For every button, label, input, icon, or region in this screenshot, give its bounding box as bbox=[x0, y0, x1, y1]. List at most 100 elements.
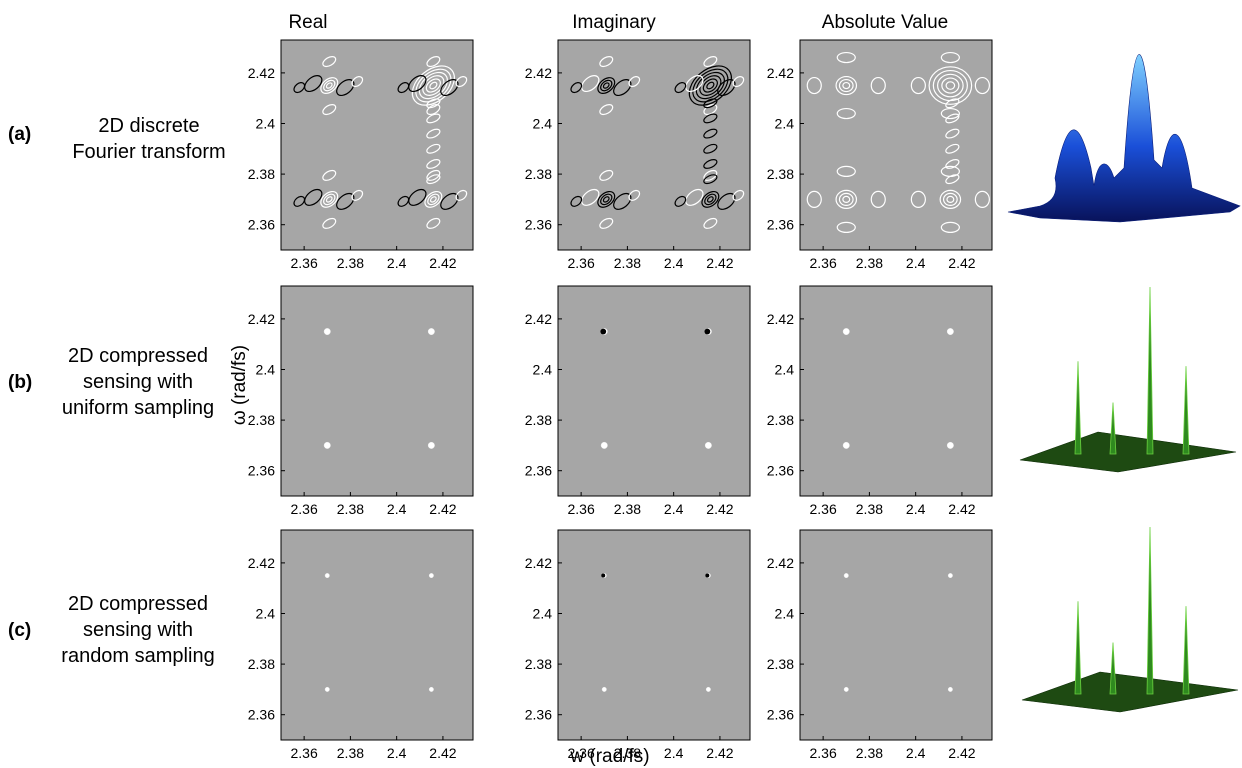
x-tick-label: 2.42 bbox=[706, 501, 733, 517]
side-lobe-contour bbox=[940, 107, 960, 120]
y-tick-label: 2.38 bbox=[767, 656, 794, 672]
x-tick-label: 2.38 bbox=[614, 501, 641, 517]
surface-spike bbox=[1109, 642, 1117, 695]
peak-spot bbox=[324, 573, 330, 578]
panel-b-real: 2.36 2.38 2.4 2.42 2.42 2.4 2.38 2.36 bbox=[248, 285, 474, 517]
streak-contour bbox=[426, 128, 441, 139]
y-tick-label: 2.4 bbox=[775, 605, 795, 621]
contour-ring bbox=[695, 71, 725, 100]
lobe-contour bbox=[351, 189, 364, 201]
y-tick-label: 2.42 bbox=[248, 65, 275, 81]
x-tick-label: 2.36 bbox=[291, 255, 318, 271]
column-title-imaginary: Imaginary bbox=[572, 12, 656, 33]
peak-spot bbox=[427, 441, 435, 449]
side-lobe-contour bbox=[870, 76, 886, 95]
contour-ring bbox=[602, 196, 610, 203]
contour-panels: 2.36 2.38 2.4 2.42 2.42 2.4 2.38 2.36 2.36 2.38 2.… bbox=[248, 39, 993, 761]
contour-ring bbox=[842, 195, 851, 203]
y-tick-label: 2.42 bbox=[767, 555, 794, 571]
y-tick-label: 2.36 bbox=[525, 707, 552, 723]
x-tick-label: 2.36 bbox=[810, 255, 837, 271]
peak-spot bbox=[704, 441, 712, 449]
y-tick-label: 2.42 bbox=[248, 555, 275, 571]
plot-area bbox=[557, 39, 751, 251]
x-tick-label: 2.4 bbox=[387, 745, 407, 761]
side-lobe-contour bbox=[836, 107, 856, 120]
streak-contour bbox=[945, 113, 960, 124]
x-tick-label: 2.42 bbox=[706, 255, 733, 271]
contour-ring bbox=[701, 190, 720, 208]
peak-spot bbox=[428, 573, 434, 578]
streak-contour bbox=[426, 174, 441, 185]
x-tick-label: 2.4 bbox=[387, 255, 407, 271]
side-lobe-contour bbox=[940, 51, 960, 64]
y-tick-label: 2.36 bbox=[525, 217, 552, 233]
peak-spot bbox=[705, 686, 711, 692]
peak-spot-negative bbox=[600, 328, 607, 335]
contour-ring bbox=[699, 75, 722, 96]
surface-base bbox=[1021, 671, 1239, 713]
lobe-contour bbox=[304, 188, 323, 206]
streak-contour bbox=[703, 113, 718, 124]
side-lobe-contour bbox=[974, 76, 990, 95]
surface-b bbox=[1019, 286, 1237, 473]
lobe-contour bbox=[408, 75, 427, 93]
contour-ring bbox=[706, 81, 715, 90]
peak-spot bbox=[324, 686, 330, 692]
streak-contour bbox=[945, 128, 960, 139]
x-tick-label: 2.42 bbox=[948, 745, 975, 761]
contour-ring bbox=[941, 77, 960, 94]
panel-c-imaginary: 2.36 2.38 2.4 2.42 2.42 2.4 2.38 2.36 bbox=[525, 529, 751, 761]
y-tick-label: 2.38 bbox=[248, 412, 275, 428]
y-tick-label: 2.36 bbox=[248, 707, 275, 723]
y-tick-label: 2.42 bbox=[525, 65, 552, 81]
y-tick-label: 2.42 bbox=[767, 65, 794, 81]
streak-contour bbox=[426, 113, 441, 124]
x-tick-label: 2.36 bbox=[568, 745, 595, 761]
y-tick-label: 2.4 bbox=[256, 115, 276, 131]
contour-ring bbox=[325, 196, 333, 203]
x-tick-label: 2.38 bbox=[856, 745, 883, 761]
y-tick-label: 2.4 bbox=[256, 361, 276, 377]
contour-ring bbox=[415, 68, 452, 103]
row-tag-b: (b) bbox=[8, 372, 32, 393]
y-tick-label: 2.42 bbox=[248, 311, 275, 327]
row-c-label-line-1: 2D compressed bbox=[68, 593, 208, 615]
y-tick-label: 2.42 bbox=[767, 311, 794, 327]
side-lobe-contour bbox=[940, 221, 960, 233]
peak-spot bbox=[947, 573, 953, 578]
row-tag-a: (a) bbox=[8, 124, 31, 145]
peak-spot-negative bbox=[704, 328, 711, 335]
surface-spike bbox=[1182, 606, 1190, 695]
lobe-contour bbox=[628, 76, 641, 88]
contour-ring bbox=[602, 82, 610, 89]
lobe-contour bbox=[570, 82, 583, 94]
lobe-contour bbox=[322, 217, 337, 229]
surface-spike bbox=[1074, 361, 1082, 455]
y-tick-label: 2.38 bbox=[525, 656, 552, 672]
contour-ring bbox=[429, 81, 438, 90]
side-lobe-contour bbox=[836, 165, 856, 177]
lobe-contour bbox=[599, 169, 614, 181]
contour-ring bbox=[937, 73, 964, 98]
x-tick-label: 2.38 bbox=[337, 745, 364, 761]
streak-contour bbox=[703, 174, 718, 185]
y-tick-label: 2.38 bbox=[248, 166, 275, 182]
peak-spot bbox=[843, 686, 849, 692]
row-b-label-line-2: sensing with bbox=[83, 371, 193, 393]
panel-c-real: 2.36 2.38 2.4 2.42 2.42 2.4 2.38 2.36 bbox=[248, 529, 474, 761]
contour-ring bbox=[835, 75, 858, 96]
surface-spike bbox=[1146, 286, 1154, 455]
panel-a-imaginary: 2.36 2.38 2.4 2.42 2.42 2.4 2.38 2.36 bbox=[525, 39, 751, 271]
contour-ring bbox=[706, 196, 714, 203]
lobe-contour bbox=[455, 189, 468, 201]
y-tick-label: 2.4 bbox=[533, 605, 553, 621]
lobe-contour bbox=[703, 217, 718, 229]
x-tick-label: 2.42 bbox=[429, 501, 456, 517]
peak-spot bbox=[427, 328, 435, 335]
x-axis-label: w (rad/fs) bbox=[569, 746, 649, 767]
peak-spot bbox=[323, 328, 331, 335]
plot-area bbox=[280, 285, 474, 497]
lobe-contour bbox=[599, 217, 614, 229]
